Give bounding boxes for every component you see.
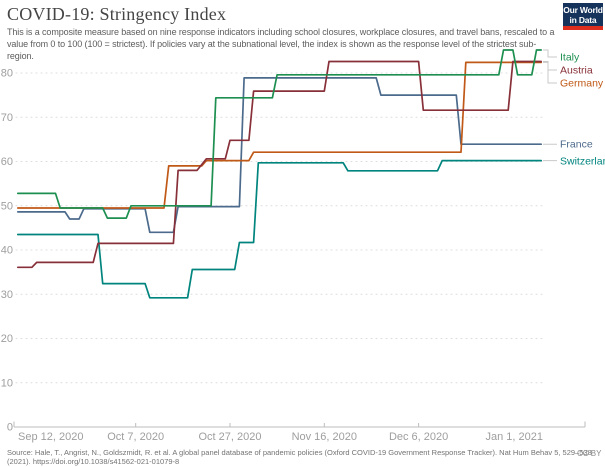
y-tick-label: 40 (1, 245, 13, 257)
series-line-switzerland[interactable] (16, 159, 543, 299)
y-tick-label: 20 (1, 333, 13, 345)
y-tick-label: 10 (1, 377, 13, 389)
y-tick-label: 0 (7, 422, 13, 434)
legend-label-switzerland[interactable]: Switzerland (560, 156, 605, 168)
y-tick-label: 80 (1, 68, 13, 80)
series-line-austria[interactable] (16, 60, 543, 269)
legend-label-france[interactable]: France (560, 139, 593, 151)
legend-label-austria[interactable]: Austria (560, 65, 593, 77)
source-line-2: (2021). https://doi.org/10.1038/s41562-0… (7, 457, 180, 466)
source-line-1: Source: Hale, T., Angrist, N., Goldszmid… (7, 448, 592, 457)
legend-leader-italy (543, 49, 557, 58)
owid-logo-text: Our World in Data (563, 3, 603, 25)
chart-subtitle: This is a composite measure based on nin… (7, 27, 555, 61)
series-line-italy[interactable] (16, 49, 543, 219)
license-link[interactable]: CC BY (577, 449, 602, 458)
y-tick-label: 70 (1, 112, 13, 124)
owid-logo-line2: in Data (569, 14, 597, 25)
x-tick-label: Dec 6, 2020 (389, 431, 448, 443)
x-tick-label: Sep 12, 2020 (18, 431, 83, 443)
owid-logo-accent-bar (563, 26, 603, 30)
page-title: COVID-19: Stringency Index (7, 4, 227, 24)
legend-leader-germany (543, 61, 557, 84)
legend-label-germany[interactable]: Germany (560, 78, 604, 90)
y-tick-label: 30 (1, 289, 13, 301)
x-tick-label: Jan 1, 2021 (486, 431, 544, 443)
y-tick-label: 60 (1, 156, 13, 168)
x-tick-label: Nov 16, 2020 (292, 431, 357, 443)
legend-label-italy[interactable]: Italy (560, 52, 580, 64)
x-tick-label: Oct 7, 2020 (107, 431, 164, 443)
series-line-germany[interactable] (16, 61, 543, 209)
series-line-france[interactable] (16, 77, 543, 234)
y-tick-label: 50 (1, 200, 13, 212)
owid-logo[interactable]: Our World in Data (563, 3, 603, 30)
owid-logo-line1: Our World (563, 5, 603, 15)
source-note: Source: Hale, T., Angrist, N., Goldszmid… (7, 448, 592, 466)
x-tick-label: Oct 27, 2020 (198, 431, 261, 443)
